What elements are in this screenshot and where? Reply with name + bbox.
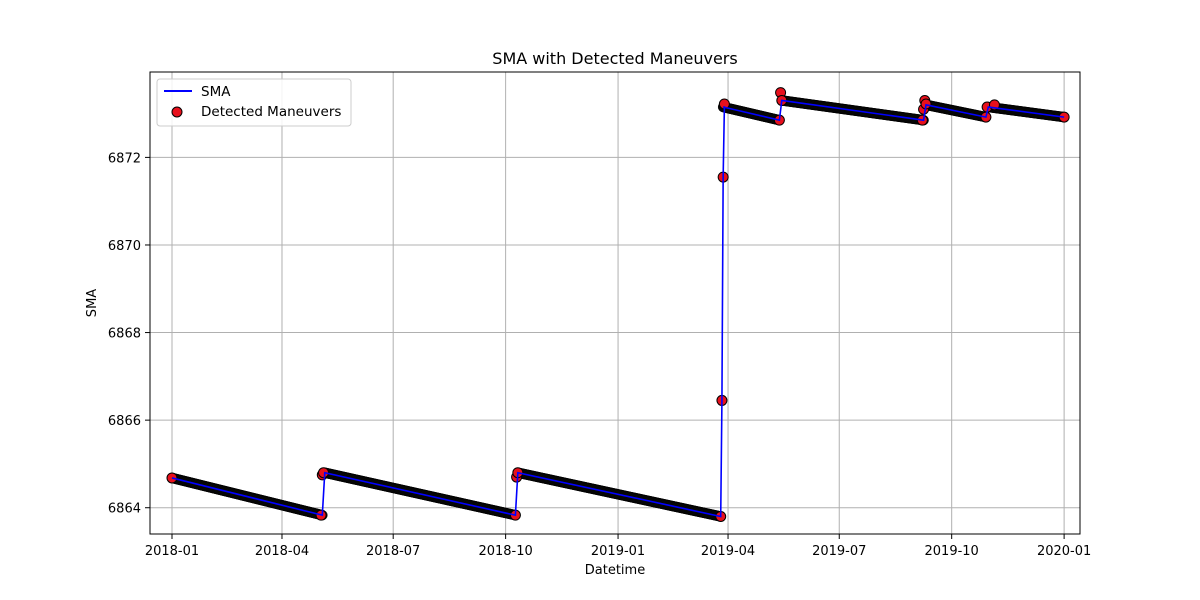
legend-box (156, 78, 352, 127)
x-tick-label: 2018-01 (145, 544, 199, 559)
legend-label-maneuvers: Detected Maneuvers (201, 104, 341, 120)
x-axis-ticks: 2018-01 2018-04 2018-07 2018-10 2019-01 2019-… (145, 534, 1091, 559)
grid-lines (150, 72, 1080, 534)
x-tick-label: 2020-01 (1037, 544, 1091, 559)
x-tick-label: 2018-07 (366, 544, 420, 559)
y-tick-label: 6870 (108, 239, 141, 254)
y-axis-ticks: 6864 6866 6868 6870 6872 (108, 151, 150, 517)
sma-line (171, 99, 1065, 518)
x-tick-label: 2019-07 (812, 544, 866, 559)
y-axis-title: SMA (85, 289, 100, 317)
chart-title: SMA with Detected Maneuvers (492, 49, 737, 68)
legend-marker-swatch (171, 106, 183, 118)
maneuver-point (166, 472, 178, 484)
x-tick-label: 2018-10 (478, 544, 532, 559)
plot-frame (149, 71, 1081, 535)
maneuver-point (318, 467, 330, 479)
x-tick-label: 2019-01 (591, 544, 645, 559)
legend: SMA Detected Maneuvers (156, 78, 352, 127)
x-tick-label: 2019-10 (925, 544, 979, 559)
y-tick-label: 6872 (108, 151, 141, 166)
plot-content (166, 87, 1070, 522)
y-tick-label: 6868 (108, 327, 141, 342)
y-tick-label: 6864 (108, 502, 141, 517)
x-axis-title: Datetime (585, 563, 645, 578)
x-tick-label: 2018-04 (255, 544, 309, 559)
legend-label-sma: SMA (201, 84, 231, 100)
y-tick-label: 6866 (108, 414, 141, 429)
x-tick-label: 2019-04 (701, 544, 755, 559)
